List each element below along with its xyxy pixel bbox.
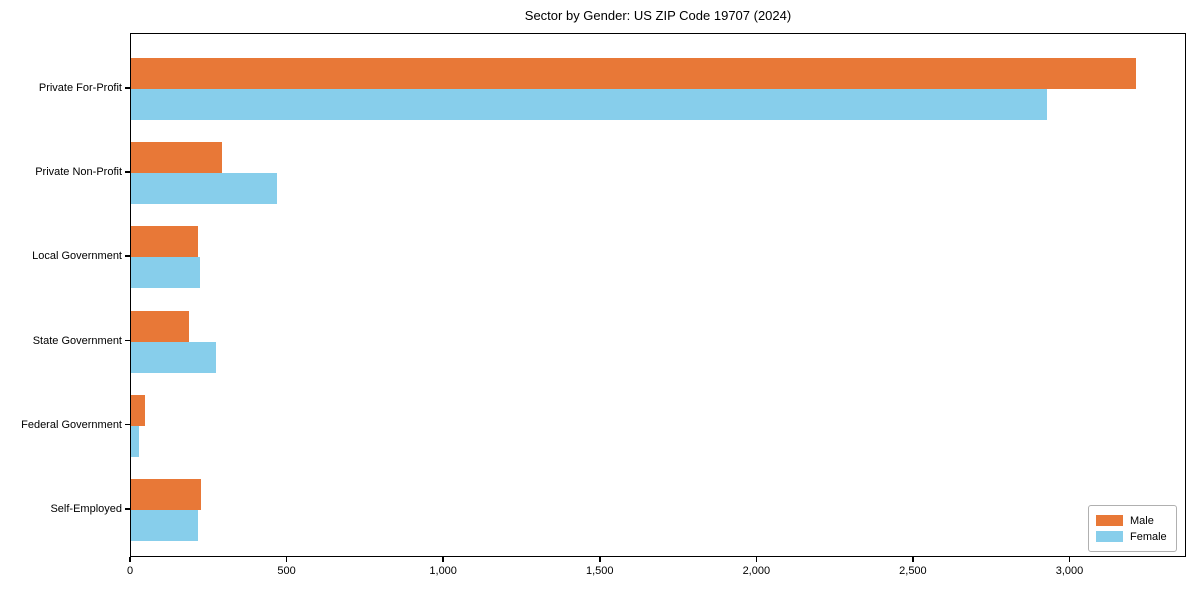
bar-female-private-non-profit xyxy=(131,173,277,205)
x-tick-label-1500: 1,500 xyxy=(585,565,614,577)
x-tick-mark xyxy=(129,557,131,562)
bar-male-self-employed xyxy=(131,479,202,510)
y-tick-label-state-government: State Government xyxy=(32,334,122,347)
x-tick-label-1000: 1,000 xyxy=(429,565,457,577)
female-series-swatch xyxy=(1096,531,1123,542)
x-tick-mark xyxy=(285,557,288,562)
x-tick-mark xyxy=(599,557,601,562)
male-series-swatch xyxy=(1096,515,1123,526)
plot-area xyxy=(130,33,1186,557)
x-tick-mark xyxy=(1068,557,1071,562)
y-tick-mark xyxy=(125,87,130,89)
bar-female-federal-government xyxy=(131,425,139,457)
bar-male-private-for-profit xyxy=(131,58,1137,89)
x-tick-label-500: 500 xyxy=(277,565,296,577)
y-tick-mark xyxy=(125,171,130,173)
y-tick-label-private-non-profit: Private Non-Profit xyxy=(35,166,122,179)
y-tick-label-federal-government: Federal Government xyxy=(21,418,122,431)
x-tick-label-3000: 3,000 xyxy=(1055,565,1084,577)
legend-row-female: Female xyxy=(1096,531,1176,543)
x-tick-label-2500: 2,500 xyxy=(899,565,927,577)
y-tick-mark xyxy=(125,508,130,510)
y-tick-mark xyxy=(125,339,130,342)
bar-female-self-employed xyxy=(131,510,199,541)
legend-label-male: Male xyxy=(1130,514,1154,527)
legend: Male Female xyxy=(1088,505,1177,552)
x-tick-mark xyxy=(912,557,914,562)
bar-male-state-government xyxy=(131,310,189,342)
bar-female-private-for-profit xyxy=(131,89,1047,120)
y-tick-label-local-government: Local Government xyxy=(32,250,122,263)
bar-male-local-government xyxy=(131,226,199,258)
legend-row-male: Male xyxy=(1096,515,1176,527)
bar-male-federal-government xyxy=(131,394,146,426)
legend-label-female: Female xyxy=(1130,530,1167,543)
bar-female-local-government xyxy=(131,257,200,289)
x-tick-label-2000: 2,000 xyxy=(742,565,771,577)
chart-title: Sector by Gender: US ZIP Code 19707 (202… xyxy=(524,8,792,23)
bar-male-private-non-profit xyxy=(131,142,222,174)
y-tick-mark xyxy=(125,255,130,257)
x-tick-mark xyxy=(755,557,758,562)
y-tick-mark xyxy=(125,423,130,426)
x-tick-label-0: 0 xyxy=(126,565,134,577)
x-tick-mark xyxy=(442,557,444,562)
y-tick-label-private-for-profit: Private For-Profit xyxy=(38,82,122,94)
bar-female-state-government xyxy=(131,341,216,373)
y-tick-label-self-employed: Self-Employed xyxy=(50,503,122,515)
